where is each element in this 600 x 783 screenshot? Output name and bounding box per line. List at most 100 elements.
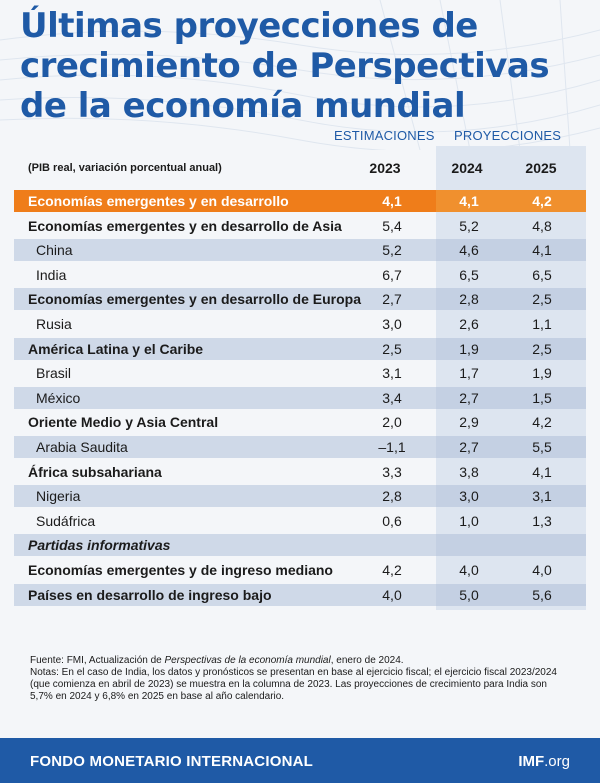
value-cell-2023: 3,1 <box>382 365 402 382</box>
row-label: Nigeria <box>36 488 81 505</box>
value-cell-2023: 2,7 <box>382 291 402 308</box>
table-row: América Latina y el Caribe 2,5 1,9 2,5 <box>14 337 586 360</box>
row-label: India <box>36 266 67 283</box>
projection-cell-bg <box>436 583 511 606</box>
units-label: (PIB real, variación porcentual anual) <box>28 162 222 174</box>
footer-site-link[interactable]: IMF.org <box>518 753 570 770</box>
projection-cell-bg <box>511 239 586 262</box>
projection-cell-bg <box>436 534 511 557</box>
source-note: Fuente: FMI, Actualización de Perspectiv… <box>30 655 404 666</box>
notes-block: Fuente: FMI, Actualización de Perspectiv… <box>30 655 570 703</box>
value-cell-2023: 5,2 <box>382 242 402 259</box>
row-label: Economías emergentes y en desarrollo <box>28 193 289 209</box>
table-row: Economías emergentes y en desarrollo 4,1 4… <box>14 190 586 212</box>
row-label: América Latina y el Caribe <box>28 340 204 357</box>
table-row: Nigeria 2,8 3,0 3,1 <box>14 485 586 508</box>
table-row: Brasil 3,1 1,7 1,9 <box>14 362 586 384</box>
value-cell-2023: 4,0 <box>382 586 402 603</box>
value-cell-2024: 2,7 <box>459 389 479 406</box>
value-cell-2025: 4,2 <box>532 193 552 209</box>
value-cell-2024: 3,0 <box>459 488 479 505</box>
value-cell-2024: 2,9 <box>459 414 479 431</box>
value-cell-2024: 6,5 <box>459 266 479 283</box>
row-label: Partidas informativas <box>28 537 171 554</box>
projection-cell-bg <box>511 534 586 557</box>
value-cell-2023: 4,2 <box>382 562 402 578</box>
value-cell-2023: 3,0 <box>382 316 402 332</box>
title-line-3: de la economía mundial <box>20 86 466 126</box>
table-row: Economías emergentes y en desarrollo de … <box>14 215 586 237</box>
year-2023-header: 2023 <box>369 160 401 176</box>
value-cell-2025: 1,5 <box>532 389 552 406</box>
value-cell-2023: 3,3 <box>382 463 402 480</box>
projection-cell-bg <box>511 583 586 606</box>
value-cell-2023: –1,1 <box>378 439 406 455</box>
value-cell-2024: 2,8 <box>459 291 479 308</box>
footer-org: FONDO MONETARIO INTERNACIONAL <box>30 753 314 770</box>
year-2025-header: 2025 <box>525 160 557 176</box>
value-cell-2024: 4,0 <box>459 562 479 578</box>
value-cell-2023: 5,4 <box>382 217 402 234</box>
row-label: China <box>36 242 73 259</box>
value-cell-2025: 2,5 <box>532 291 552 308</box>
table-row: Países en desarrollo de ingreso bajo 4,0 5… <box>14 583 586 606</box>
row-label: Economías emergentes y de ingreso median… <box>28 562 333 578</box>
value-cell-2024: 2,6 <box>459 316 479 332</box>
table-row: Oriente Medio y Asia Central 2,0 2,9 4,2 <box>14 411 586 433</box>
projection-cell-bg <box>511 337 586 360</box>
projection-cell-bg <box>436 288 511 311</box>
value-cell-2023: 2,8 <box>382 488 402 505</box>
row-label: Economías emergentes y en desarrollo de … <box>28 217 342 234</box>
value-cell-2023: 4,1 <box>382 193 402 209</box>
table-row: Arabia Saudita –1,1 2,7 5,5 <box>14 436 586 458</box>
value-cell-2023: 2,0 <box>382 414 402 431</box>
row-label: Arabia Saudita <box>36 439 128 455</box>
value-cell-2024: 1,0 <box>459 512 479 529</box>
value-cell-2024: 1,9 <box>459 340 479 357</box>
value-cell-2025: 5,5 <box>532 439 552 455</box>
row-label: Brasil <box>36 365 72 382</box>
value-cell-2025: 1,3 <box>532 512 552 529</box>
value-cell-2025: 6,5 <box>532 266 552 283</box>
table-row: Sudáfrica 0,6 1,0 1,3 <box>14 510 586 532</box>
footer-bar: FONDO MONETARIO INTERNACIONAL IMF.org <box>0 738 600 783</box>
year-2024-header: 2024 <box>451 160 483 176</box>
value-cell-2025: 1,9 <box>532 365 552 382</box>
projection-cell-bg <box>436 239 511 262</box>
projection-cell-bg <box>436 485 511 508</box>
value-cell-2024: 5,2 <box>459 217 479 234</box>
value-cell-2025: 5,6 <box>532 586 552 603</box>
estimates-header: ESTIMACIONES <box>334 128 435 143</box>
value-cell-2024: 2,7 <box>459 439 479 455</box>
row-label: África subsahariana <box>28 463 162 480</box>
notes-text: Notas: En el caso de India, los datos y … <box>30 667 557 702</box>
value-cell-2025: 4,1 <box>532 242 552 259</box>
table-row: China 5,2 4,6 4,1 <box>14 239 586 262</box>
table-row: Economías emergentes y en desarrollo de … <box>14 288 586 311</box>
value-cell-2025: 4,1 <box>532 463 552 480</box>
table-row: Rusia 3,0 2,6 1,1 <box>14 313 586 335</box>
projection-cell-bg <box>511 485 586 508</box>
projections-header: PROYECCIONES <box>454 128 562 143</box>
value-cell-2025: 1,1 <box>532 316 552 332</box>
projection-cell-bg <box>436 386 511 409</box>
projection-cell-bg <box>436 337 511 360</box>
projections-band <box>436 146 586 610</box>
value-cell-2023: 2,5 <box>382 340 402 357</box>
row-label: Oriente Medio y Asia Central <box>28 414 219 431</box>
value-cell-2024: 1,7 <box>459 365 479 382</box>
value-cell-2024: 5,0 <box>459 586 479 603</box>
row-label: Sudáfrica <box>36 512 96 529</box>
value-cell-2024: 4,6 <box>459 242 479 259</box>
title-line-2: crecimiento de Perspectivas <box>20 46 550 86</box>
projection-cell-bg <box>436 190 511 212</box>
table-row: África subsahariana 3,3 3,8 4,1 <box>14 461 586 483</box>
value-cell-2024: 4,1 <box>459 193 479 209</box>
value-cell-2025: 4,2 <box>532 414 552 431</box>
value-cell-2024: 3,8 <box>459 463 479 480</box>
row-label: Países en desarrollo de ingreso bajo <box>28 586 272 603</box>
value-cell-2025: 2,5 <box>532 340 552 357</box>
value-cell-2025: 4,0 <box>532 562 552 578</box>
table-row: Economías emergentes y de ingreso median… <box>14 559 586 581</box>
projection-cell-bg <box>511 436 586 458</box>
